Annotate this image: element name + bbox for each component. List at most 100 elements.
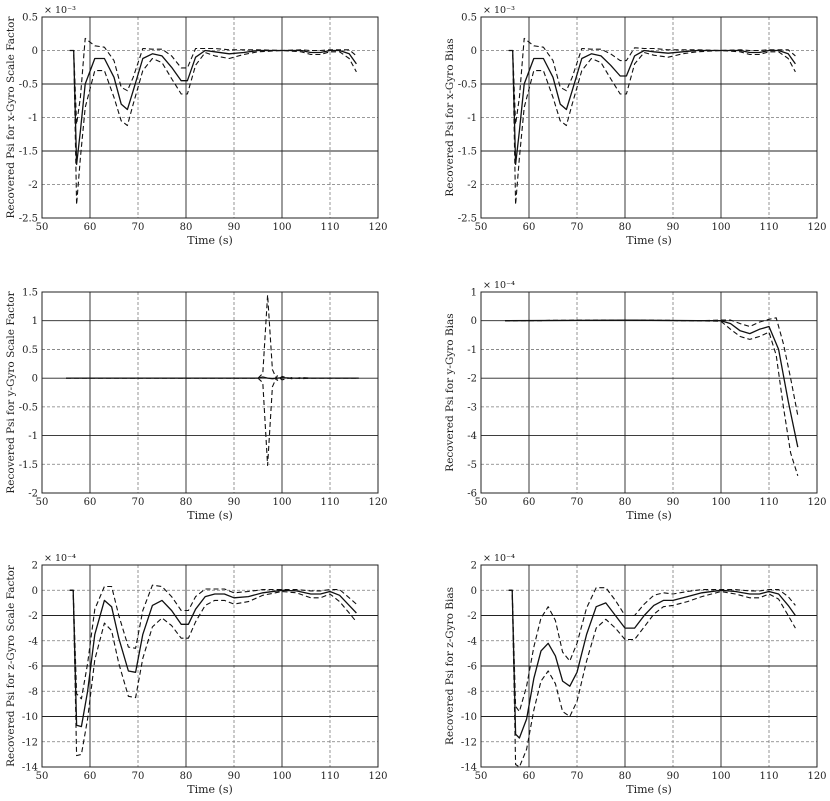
y-tick-label: -14: [461, 763, 477, 774]
x-tick-label: 110: [759, 771, 778, 782]
x-tick-label: 50: [475, 771, 488, 782]
x-tick-label: 120: [368, 222, 387, 233]
series-line-bound-2: [504, 317, 799, 416]
y-axis-label: Recovered Psi for x-Gyro Scale Factor: [5, 16, 17, 219]
axis-multiplier: × 10⁻⁴: [483, 280, 515, 291]
y-tick-label: -2: [467, 374, 477, 385]
y-tick-label: 1.5: [22, 288, 38, 299]
y-tick-label: -6: [467, 662, 477, 673]
y-tick-label: -6: [467, 489, 477, 500]
axis-multiplier: × 10⁻⁴: [44, 553, 76, 564]
y-tick-label: -12: [461, 737, 477, 748]
y-tick-label: 2: [471, 561, 477, 572]
y-tick-label: -2: [28, 180, 38, 191]
x-tick-label: 100: [711, 771, 730, 782]
series-line-mean: [69, 589, 357, 728]
y-tick-label: -4: [467, 636, 477, 647]
x-tick-label: 100: [272, 497, 291, 508]
y-tick-label: -2: [467, 611, 477, 622]
y-tick-label: -1.5: [19, 460, 38, 471]
y-tick-label: 0: [471, 46, 477, 57]
axes-frame: [41, 564, 379, 768]
y-tick-label: -6: [28, 662, 38, 673]
y-tick-label: -8: [467, 687, 477, 698]
y-tick-label: 0: [471, 316, 477, 327]
y-tick-label: -4: [28, 636, 38, 647]
y-tick-label: -3: [467, 402, 477, 413]
y-tick-label: 0: [32, 46, 38, 57]
series-line-bound-2: [69, 584, 357, 700]
y-axis-label: Recovered Psi for y-Gyro Scale Factor: [5, 290, 17, 493]
x-tick-label: 90: [667, 222, 680, 233]
y-tick-label: -4: [467, 431, 477, 442]
y-tick-label: -1: [467, 345, 477, 356]
x-tick-label: 120: [807, 771, 826, 782]
x-tick-label: 90: [228, 222, 241, 233]
y-tick-label: -1: [467, 113, 477, 124]
series-line-bound-2: [508, 587, 796, 713]
series-line-bound-2: [66, 375, 359, 466]
y-tick-label: -2.5: [458, 214, 477, 225]
x-tick-label: 80: [180, 771, 193, 782]
axis-multiplier: × 10⁻³: [483, 5, 515, 16]
y-tick-label: 0.5: [22, 345, 38, 356]
y-axis-label: Recovered Psi for x-Gyro Bias: [444, 38, 456, 196]
y-tick-label: 0: [32, 586, 38, 597]
axis-multiplier: × 10⁻⁴: [483, 553, 515, 564]
x-tick-label: 120: [807, 222, 826, 233]
x-tick-label: 80: [619, 222, 632, 233]
axes-frame: [480, 16, 818, 219]
y-tick-label: 1: [32, 316, 38, 327]
x-tick-label: 90: [667, 497, 680, 508]
x-tick-label: 80: [619, 771, 632, 782]
y-tick-label: 0: [471, 586, 477, 597]
x-tick-label: 60: [523, 497, 536, 508]
x-tick-label: 50: [36, 497, 49, 508]
y-tick-label: 0.5: [22, 13, 38, 24]
y-tick-label: -10: [461, 712, 477, 723]
y-tick-label: -0.5: [19, 80, 38, 91]
series-line-bound-2: [69, 37, 357, 125]
plot-area: [42, 292, 378, 493]
y-tick-label: -2: [28, 611, 38, 622]
x-tick-label: 110: [320, 771, 339, 782]
plot-area: [481, 292, 817, 493]
axes-frame: [41, 16, 379, 219]
x-tick-label: 100: [711, 222, 730, 233]
series-line-mean: [508, 589, 796, 739]
x-tick-label: 50: [475, 497, 488, 508]
series-line-bound-1: [508, 49, 796, 206]
y-tick-label: -1.5: [458, 147, 477, 158]
y-tick-label: -0.5: [19, 402, 38, 413]
chart-panel-3: 50 60 70 80 90 100 110 120 -2 -1.5 -1 -0.5 0 0.5 1 1.5 T…: [5, 288, 388, 523]
x-tick-label: 50: [475, 222, 488, 233]
x-tick-label: 100: [272, 222, 291, 233]
y-tick-label: -8: [28, 687, 38, 698]
x-tick-label: 100: [711, 497, 730, 508]
chart-panel-2: 50 60 70 80 90 100 110 120 -2.5 -2 -1.5 -1 -0.5 0 0.5 T…: [444, 5, 827, 247]
series-line-bound-2: [508, 37, 796, 125]
y-tick-label: -0.5: [458, 80, 477, 91]
y-tick-label: 0: [32, 374, 38, 385]
x-tick-label: 60: [523, 771, 536, 782]
y-tick-label: 1: [471, 288, 477, 299]
y-axis-label: Recovered Psi for y-Gyro Bias: [444, 313, 456, 471]
y-tick-label: -1: [28, 113, 38, 124]
x-tick-label: 120: [368, 771, 387, 782]
x-axis-label: Time (s): [626, 783, 672, 796]
x-tick-label: 110: [759, 222, 778, 233]
x-tick-label: 90: [228, 497, 241, 508]
x-tick-label: 70: [571, 497, 584, 508]
series-line-mean: [69, 49, 357, 166]
x-tick-label: 60: [84, 222, 97, 233]
x-tick-label: 60: [523, 222, 536, 233]
y-tick-label: -2: [28, 489, 38, 500]
series-line-bound-1: [69, 49, 357, 206]
series-line-mean: [508, 49, 796, 166]
y-tick-label: -1.5: [19, 147, 38, 158]
series-line-bound-1: [66, 294, 359, 381]
y-tick-label: 2: [32, 561, 38, 572]
x-tick-label: 110: [759, 497, 778, 508]
y-tick-label: -12: [22, 737, 38, 748]
